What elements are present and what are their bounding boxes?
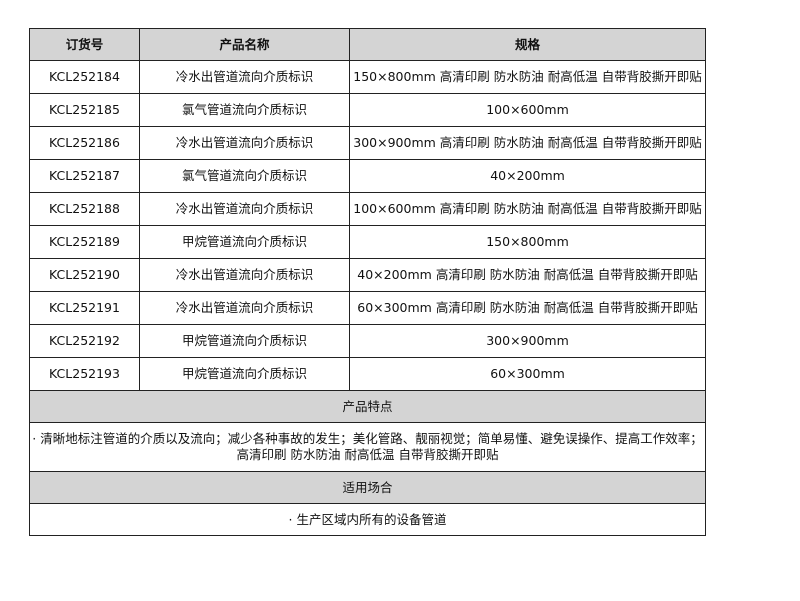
table-row: KCL252193 甲烷管道流向介质标识 60×300mm <box>29 357 706 391</box>
cell-spec: 150×800mm 高清印刷 防水防油 耐高低温 自带背胶撕开即贴 <box>349 60 706 94</box>
cell-product-name: 氯气管道流向介质标识 <box>139 159 350 193</box>
cell-order-no: KCL252191 <box>29 291 140 325</box>
cell-product-name: 冷水出管道流向介质标识 <box>139 192 350 226</box>
cell-spec: 40×200mm 高清印刷 防水防油 耐高低温 自带背胶撕开即贴 <box>349 258 706 292</box>
header-product-name: 产品名称 <box>139 28 350 61</box>
table-row: KCL252192 甲烷管道流向介质标识 300×900mm <box>29 324 706 358</box>
header-row: 订货号 产品名称 规格 <box>29 28 706 61</box>
table-row: KCL252186 冷水出管道流向介质标识 300×900mm 高清印刷 防水防油 … <box>29 126 706 160</box>
table-row: KCL252189 甲烷管道流向介质标识 150×800mm <box>29 225 706 259</box>
cell-product-name: 氯气管道流向介质标识 <box>139 93 350 127</box>
cell-order-no: KCL252186 <box>29 126 140 160</box>
table-row: KCL252190 冷水出管道流向介质标识 40×200mm 高清印刷 防水防油 耐… <box>29 258 706 292</box>
cell-spec: 60×300mm <box>349 357 706 391</box>
cell-order-no: KCL252190 <box>29 258 140 292</box>
cell-spec: 150×800mm <box>349 225 706 259</box>
usage-text: · 生产区域内所有的设备管道 <box>29 503 706 536</box>
table-row: KCL252191 冷水出管道流向介质标识 60×300mm 高清印刷 防水防油 耐… <box>29 291 706 325</box>
features-text: · 清晰地标注管道的介质以及流向；减少各种事故的发生；美化管路、靓丽视觉；简单易… <box>29 422 706 472</box>
table-row: KCL252184 冷水出管道流向介质标识 150×800mm 高清印刷 防水防油 … <box>29 60 706 94</box>
table-row: KCL252188 冷水出管道流向介质标识 100×600mm 高清印刷 防水防油 … <box>29 192 706 226</box>
cell-spec: 40×200mm <box>349 159 706 193</box>
table-row: KCL252185 氯气管道流向介质标识 100×600mm <box>29 93 706 127</box>
usage-title: 适用场合 <box>29 471 706 504</box>
cell-order-no: KCL252184 <box>29 60 140 94</box>
cell-spec: 100×600mm 高清印刷 防水防油 耐高低温 自带背胶撕开即贴 <box>349 192 706 226</box>
cell-order-no: KCL252188 <box>29 192 140 226</box>
cell-spec: 300×900mm <box>349 324 706 358</box>
cell-product-name: 冷水出管道流向介质标识 <box>139 60 350 94</box>
cell-product-name: 甲烷管道流向介质标识 <box>139 324 350 358</box>
cell-order-no: KCL252193 <box>29 357 140 391</box>
cell-order-no: KCL252187 <box>29 159 140 193</box>
header-order-no: 订货号 <box>29 28 140 61</box>
cell-spec: 60×300mm 高清印刷 防水防油 耐高低温 自带背胶撕开即贴 <box>349 291 706 325</box>
cell-product-name: 冷水出管道流向介质标识 <box>139 258 350 292</box>
cell-spec: 300×900mm 高清印刷 防水防油 耐高低温 自带背胶撕开即贴 <box>349 126 706 160</box>
cell-product-name: 冷水出管道流向介质标识 <box>139 126 350 160</box>
cell-product-name: 甲烷管道流向介质标识 <box>139 225 350 259</box>
product-spec-table: 订货号 产品名称 规格 KCL252184 冷水出管道流向介质标识 150×800m… <box>29 28 706 536</box>
cell-order-no: KCL252185 <box>29 93 140 127</box>
header-spec: 规格 <box>349 28 706 61</box>
cell-order-no: KCL252192 <box>29 324 140 358</box>
cell-product-name: 甲烷管道流向介质标识 <box>139 357 350 391</box>
table-row: KCL252187 氯气管道流向介质标识 40×200mm <box>29 159 706 193</box>
cell-order-no: KCL252189 <box>29 225 140 259</box>
features-title: 产品特点 <box>29 390 706 423</box>
cell-spec: 100×600mm <box>349 93 706 127</box>
cell-product-name: 冷水出管道流向介质标识 <box>139 291 350 325</box>
